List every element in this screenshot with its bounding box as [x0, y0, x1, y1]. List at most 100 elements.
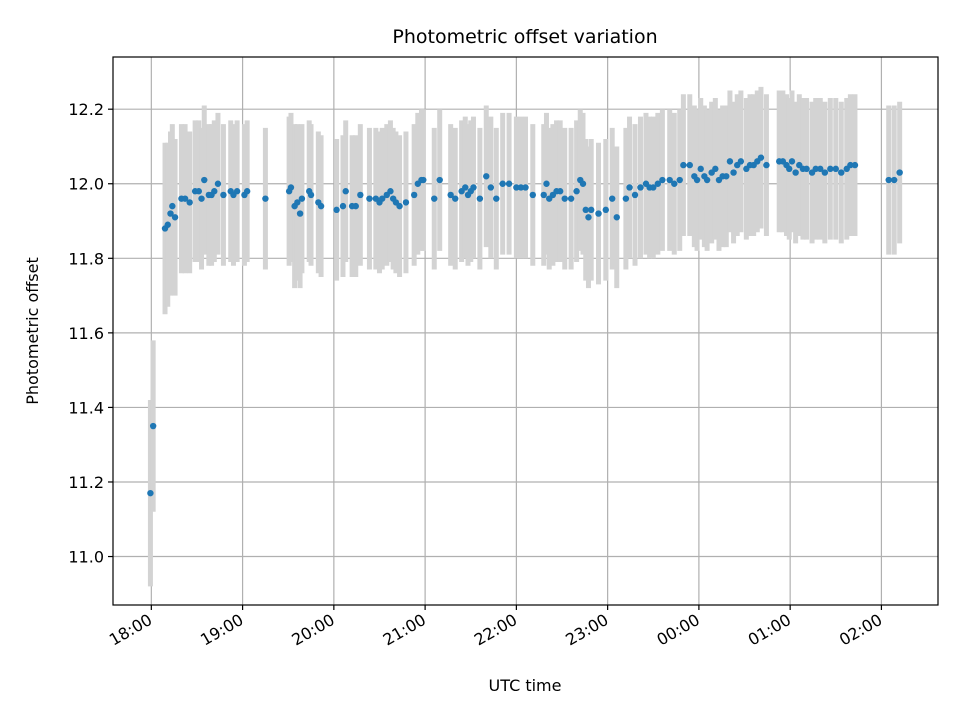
- plot-frame: [112, 56, 939, 606]
- data-point: [517, 184, 525, 191]
- data-point: [167, 210, 174, 217]
- data-point: [342, 188, 349, 195]
- data-point: [827, 165, 834, 173]
- data-point: [585, 214, 592, 221]
- data-point: [666, 176, 673, 184]
- data-point: [296, 210, 304, 217]
- data-point: [757, 154, 765, 161]
- data-point: [181, 195, 189, 202]
- data-point: [307, 191, 315, 199]
- y-tick-label: 11.2: [68, 473, 104, 492]
- data-point: [402, 199, 410, 206]
- data-point: [149, 422, 157, 430]
- data-point: [608, 195, 616, 202]
- data-point: [233, 188, 241, 195]
- data-point: [613, 214, 620, 221]
- data-point: [487, 184, 495, 191]
- data-point: [339, 202, 347, 210]
- data-point: [588, 206, 595, 214]
- data-point: [697, 165, 704, 173]
- data-point: [631, 191, 639, 199]
- data-point: [812, 165, 819, 173]
- data-point: [147, 489, 154, 497]
- data-point: [602, 206, 610, 214]
- data-point: [505, 180, 513, 187]
- data-point: [650, 184, 657, 191]
- data-point: [723, 173, 730, 180]
- data-point: [171, 214, 179, 221]
- data-point: [680, 161, 687, 169]
- data-point: [654, 180, 662, 187]
- data-point: [195, 188, 202, 195]
- data-point: [214, 180, 222, 187]
- y-tick-label: 11.6: [68, 324, 104, 343]
- data-point: [387, 188, 394, 195]
- data-point: [703, 176, 711, 184]
- data-point: [788, 158, 796, 165]
- data-point: [885, 176, 892, 184]
- data-point: [626, 184, 633, 191]
- data-point: [851, 161, 859, 169]
- data-point: [676, 176, 683, 184]
- data-point: [792, 169, 799, 176]
- chart-title: Photometric offset variation: [392, 26, 657, 48]
- data-point: [513, 184, 520, 191]
- data-point: [573, 188, 580, 195]
- x-axis-label: UTC time: [489, 676, 562, 695]
- data-point: [396, 202, 403, 210]
- data-point: [890, 176, 898, 184]
- data-point: [499, 180, 506, 187]
- data-point: [211, 188, 218, 195]
- data-point: [447, 191, 454, 199]
- data-point: [462, 184, 469, 191]
- data-point: [763, 161, 770, 169]
- data-point: [243, 188, 251, 195]
- data-point: [431, 195, 438, 202]
- data-point: [522, 184, 529, 191]
- y-axis-ticks: 11.0 11.2 11.4 11.6 11.8 12.0 12.2: [68, 100, 113, 567]
- data-point: [201, 176, 208, 184]
- data-point: [579, 180, 587, 187]
- data-point: [164, 221, 171, 228]
- data-point: [595, 210, 602, 217]
- y-tick-label: 11.0: [68, 548, 104, 567]
- y-tick-label: 12.2: [68, 100, 104, 119]
- data-point: [262, 195, 269, 202]
- data-point: [220, 191, 227, 199]
- data-point: [470, 184, 477, 191]
- data-point: [803, 165, 810, 173]
- data-point: [693, 176, 701, 184]
- data-point: [567, 195, 575, 202]
- data-point: [730, 169, 737, 176]
- y-axis-label: Photometric offset: [23, 257, 42, 405]
- data-point: [420, 176, 427, 184]
- data-point: [298, 195, 306, 202]
- data-point: [452, 195, 459, 202]
- data-point: [186, 199, 193, 206]
- data-point: [198, 195, 205, 202]
- data-point: [659, 176, 666, 184]
- data-point: [671, 180, 678, 187]
- data-point: [847, 161, 854, 169]
- data-point: [832, 165, 839, 173]
- data-point: [357, 191, 364, 199]
- y-tick-label: 12.0: [68, 175, 104, 194]
- data-point: [294, 199, 301, 206]
- data-point: [483, 173, 490, 180]
- data-point: [436, 176, 443, 184]
- data-point: [169, 202, 176, 210]
- data-point: [637, 184, 644, 191]
- data-point: [838, 169, 845, 176]
- data-point: [366, 195, 373, 202]
- data-point: [543, 180, 550, 187]
- data-point: [287, 184, 295, 191]
- data-point: [317, 202, 325, 210]
- y-tick-label: 11.4: [68, 398, 104, 417]
- data-point: [352, 202, 359, 210]
- data-point: [686, 161, 693, 169]
- data-point: [817, 165, 824, 173]
- data-point: [529, 191, 537, 199]
- data-point: [582, 206, 589, 214]
- data-point: [896, 169, 903, 176]
- data-point: [493, 195, 500, 202]
